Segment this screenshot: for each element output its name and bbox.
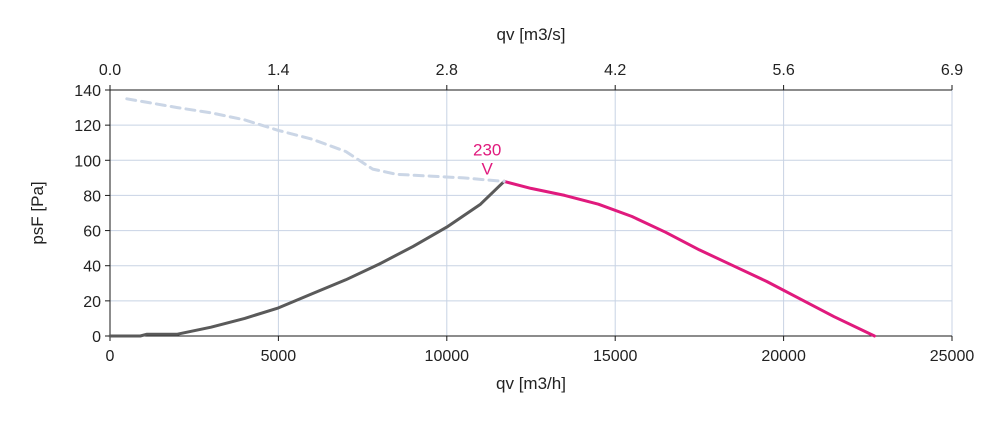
- y-axis-title: psF [Pa]: [28, 181, 47, 244]
- series-group: [108, 97, 876, 338]
- top-x-tick-label: 6.9: [941, 62, 963, 79]
- y-tick-label: 60: [83, 224, 101, 241]
- labels: qv [m3/h] qv [m3/s] psF [Pa] 230 V 0 0.0 5…: [28, 25, 974, 393]
- magenta-operating-curve-line: [502, 179, 876, 338]
- y-tick-label: 20: [83, 294, 101, 311]
- top-x-tick-label: 0.0: [99, 62, 121, 79]
- x-tick-label: 15000: [593, 348, 638, 365]
- top-x-tick-label: 2.8: [436, 62, 458, 79]
- x-tick-label: 10000: [425, 348, 470, 365]
- top-x-tick-label: 5.6: [772, 62, 794, 79]
- x-tick-label: 5000: [261, 348, 297, 365]
- voltage-annotation-value: 230: [473, 141, 501, 160]
- y-tick-label: 120: [74, 118, 101, 135]
- grey-system-curve-line: [108, 179, 506, 338]
- top-x-tick-label: 4.2: [604, 62, 626, 79]
- top-x-tick-label: 1.4: [267, 62, 289, 79]
- axes: [105, 85, 953, 341]
- grid: [109, 89, 953, 337]
- top-x-axis-title: qv [m3/s]: [497, 25, 566, 44]
- x-tick-label: 25000: [930, 348, 975, 365]
- x-axis-title: qv [m3/h]: [496, 374, 566, 393]
- y-tick-label: 80: [83, 188, 101, 205]
- x-tick-label: 20000: [761, 348, 806, 365]
- y-tick-label: 100: [74, 153, 101, 170]
- x-tick-label: 0: [106, 348, 115, 365]
- y-tick-label: 40: [83, 259, 101, 276]
- voltage-annotation-unit: V: [482, 160, 494, 179]
- y-tick-label: 0: [92, 329, 101, 346]
- y-tick-label: 140: [74, 83, 101, 100]
- dashed-stall-curve-line: [125, 97, 506, 183]
